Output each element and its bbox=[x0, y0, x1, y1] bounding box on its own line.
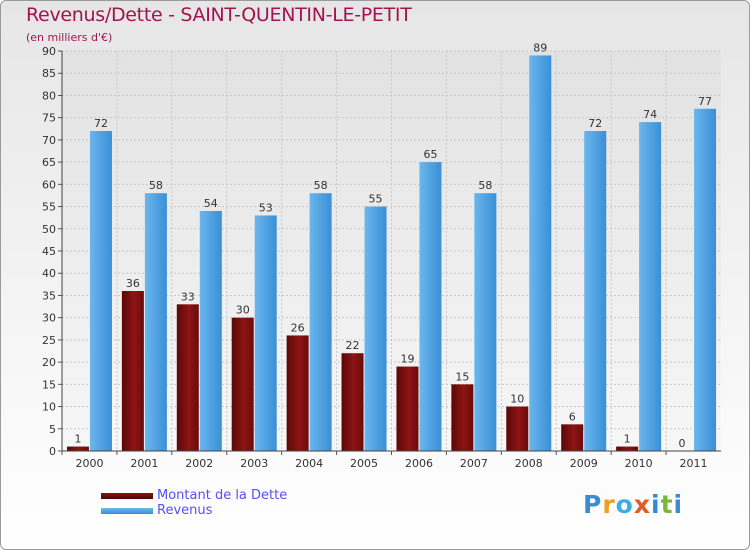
legend-item-revenus: Revenus bbox=[101, 503, 287, 518]
y-tick-label: 70 bbox=[42, 134, 56, 147]
legend-item-debt: Montant de la Dette bbox=[101, 488, 287, 503]
legend-swatch-debt bbox=[101, 492, 153, 499]
y-tick-label: 60 bbox=[42, 178, 56, 191]
bar-revenus bbox=[364, 206, 387, 451]
bar-revenus bbox=[254, 215, 277, 451]
x-tick-label: 2007 bbox=[460, 457, 488, 470]
data-label-dette: 33 bbox=[181, 290, 195, 303]
y-tick-label: 10 bbox=[42, 401, 56, 414]
bar-dette bbox=[341, 353, 364, 451]
data-label-revenus: 74 bbox=[643, 108, 657, 121]
data-label-dette: 1 bbox=[624, 433, 631, 446]
chart-title: Revenus/Dette - SAINT-QUENTIN-LE-PETIT bbox=[26, 4, 412, 26]
logo-letter: i bbox=[651, 490, 661, 519]
bar-revenus bbox=[89, 131, 112, 451]
x-tick-label: 2011 bbox=[680, 457, 708, 470]
bar-revenus bbox=[474, 193, 497, 451]
y-tick-label: 0 bbox=[49, 445, 56, 458]
bar-dette bbox=[616, 446, 639, 451]
data-label-dette: 26 bbox=[291, 321, 305, 334]
data-label-dette: 1 bbox=[74, 433, 81, 446]
bar-revenus bbox=[529, 55, 552, 451]
x-tick-label: 2009 bbox=[570, 457, 598, 470]
data-label-revenus: 89 bbox=[533, 41, 547, 54]
legend: Montant de la Dette Revenus bbox=[101, 488, 287, 518]
x-tick-label: 2004 bbox=[295, 457, 323, 470]
y-tick-label: 45 bbox=[42, 245, 56, 258]
x-tick-label: 2005 bbox=[350, 457, 378, 470]
chart-subtitle: (en milliers d'€) bbox=[26, 31, 113, 44]
bar-revenus bbox=[144, 193, 167, 451]
bar-dette bbox=[121, 291, 144, 451]
y-tick-label: 30 bbox=[42, 312, 56, 325]
bar-revenus bbox=[694, 108, 717, 452]
x-tick-label: 2000 bbox=[75, 457, 103, 470]
x-tick-label: 2010 bbox=[625, 457, 653, 470]
y-tick-label: 40 bbox=[42, 267, 56, 280]
y-tick-label: 5 bbox=[49, 423, 56, 436]
bar-dette bbox=[561, 424, 584, 451]
bar-dette bbox=[176, 304, 199, 451]
data-label-dette: 22 bbox=[346, 339, 360, 352]
data-label-dette: 10 bbox=[510, 393, 524, 406]
logo-letter: t bbox=[660, 490, 674, 519]
y-tick-label: 55 bbox=[42, 201, 56, 214]
y-tick-label: 85 bbox=[42, 67, 56, 80]
legend-label-revenus: Revenus bbox=[157, 503, 213, 518]
bar-dette bbox=[396, 366, 419, 451]
bar-revenus bbox=[639, 122, 662, 451]
bar-dette bbox=[231, 317, 254, 451]
data-label-revenus: 58 bbox=[478, 179, 492, 192]
logo-letter: P bbox=[583, 490, 603, 519]
bar-dette bbox=[66, 446, 89, 451]
y-tick-label: 50 bbox=[42, 223, 56, 236]
y-tick-label: 25 bbox=[42, 334, 56, 347]
logo-letter: i bbox=[673, 490, 684, 519]
logo-letter: r bbox=[602, 490, 616, 519]
y-tick-label: 35 bbox=[42, 289, 56, 302]
y-tick-label: 90 bbox=[42, 45, 56, 58]
data-label-dette: 15 bbox=[455, 370, 469, 383]
data-label-dette: 19 bbox=[400, 353, 414, 366]
y-tick-label: 65 bbox=[42, 156, 56, 169]
x-tick-label: 2002 bbox=[185, 457, 213, 470]
x-tick-label: 2001 bbox=[130, 457, 158, 470]
bar-dette bbox=[286, 335, 309, 451]
data-label-revenus: 53 bbox=[259, 201, 273, 214]
y-tick-label: 75 bbox=[42, 112, 56, 125]
x-tick-label: 2008 bbox=[515, 457, 543, 470]
y-tick-label: 20 bbox=[42, 356, 56, 369]
y-tick-label: 80 bbox=[42, 89, 56, 102]
data-label-dette: 0 bbox=[679, 437, 686, 450]
x-tick-label: 2006 bbox=[405, 457, 433, 470]
data-label-revenus: 54 bbox=[204, 197, 218, 210]
legend-label-debt: Montant de la Dette bbox=[157, 488, 288, 503]
data-label-revenus: 65 bbox=[423, 148, 437, 161]
bar-dette bbox=[506, 406, 529, 451]
data-label-revenus: 72 bbox=[588, 117, 602, 130]
bar-revenus bbox=[419, 162, 442, 451]
logo-letter: x bbox=[633, 490, 651, 519]
data-label-revenus: 55 bbox=[369, 193, 383, 206]
bar-revenus bbox=[584, 131, 607, 451]
data-label-revenus: 58 bbox=[149, 179, 163, 192]
bar-dette bbox=[451, 384, 474, 451]
data-label-revenus: 72 bbox=[94, 117, 108, 130]
data-label-revenus: 77 bbox=[698, 95, 712, 108]
data-label-dette: 6 bbox=[569, 410, 576, 423]
bar-revenus bbox=[309, 193, 332, 451]
legend-swatch-revenus bbox=[101, 507, 153, 514]
data-label-revenus: 58 bbox=[314, 179, 328, 192]
data-label-dette: 30 bbox=[236, 304, 250, 317]
bar-revenus bbox=[199, 211, 222, 451]
data-label-dette: 36 bbox=[126, 277, 140, 290]
logo-letter: o bbox=[615, 490, 634, 519]
x-tick-label: 2003 bbox=[240, 457, 268, 470]
proxiti-logo: Proxiti bbox=[583, 490, 683, 519]
y-tick-label: 15 bbox=[42, 378, 56, 391]
